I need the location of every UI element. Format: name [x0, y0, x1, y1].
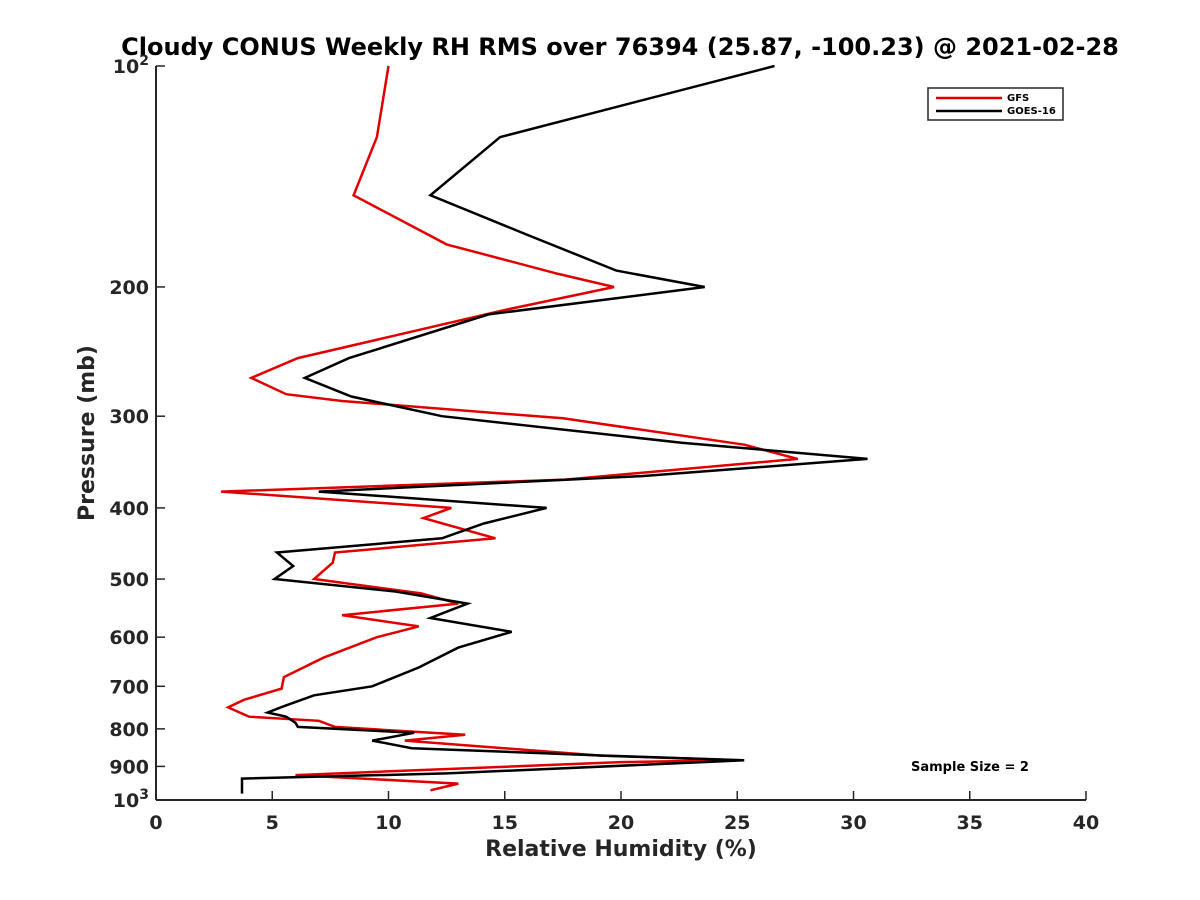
- y-tick-label: 300: [109, 406, 149, 428]
- y-tick-label-base: 900: [109, 756, 149, 778]
- x-tick-label: 0: [149, 812, 162, 834]
- x-axis-label: Relative Humidity (%): [485, 837, 757, 862]
- y-tick-label-base: 700: [109, 676, 149, 698]
- x-tick-label: 5: [266, 812, 279, 834]
- x-tick-label: 10: [375, 812, 401, 834]
- y-tick-label-base: 400: [109, 498, 149, 520]
- x-tick-label: 40: [1073, 812, 1099, 834]
- legend-label-goes16: GOES-16: [1007, 106, 1056, 117]
- legend-label-gfs: GFS: [1007, 93, 1029, 104]
- y-tick-label-base: 200: [109, 277, 149, 299]
- y-tick-label: 400: [109, 498, 149, 520]
- legend: GFS GOES-16: [927, 87, 1064, 121]
- series-line-goes16: [240, 64, 868, 794]
- x-tick-label: 25: [724, 812, 750, 834]
- x-ticks: 0 5 10 15 20 25 30 35 40: [149, 791, 1099, 834]
- legend-box: [927, 87, 1064, 121]
- y-tick-label: 500: [109, 569, 149, 591]
- y-tick-label: 200: [109, 277, 149, 299]
- y-tick-label-exponent: 2: [139, 53, 149, 69]
- y-tick-label: 103: [113, 787, 149, 812]
- y-tick-label: 102: [113, 53, 149, 78]
- y-tick-label-base: 600: [109, 627, 149, 649]
- series-line-gfs: [221, 65, 799, 792]
- y-tick-label: 800: [109, 719, 149, 741]
- y-tick-label-base: 10: [113, 56, 139, 78]
- x-tick-label: 30: [840, 812, 866, 834]
- chart-title: Cloudy CONUS Weekly RH RMS over 76394 (2…: [121, 33, 1119, 61]
- y-tick-label-base: 10: [113, 790, 139, 812]
- y-tick-label-exponent: 3: [139, 787, 149, 803]
- y-tick-label-base: 500: [109, 569, 149, 591]
- y-tick-label: 700: [109, 676, 149, 698]
- y-axis-label: Pressure (mb): [75, 345, 100, 521]
- x-tick-label: 15: [492, 812, 518, 834]
- series-lines: [221, 64, 868, 794]
- x-tick-label: 20: [608, 812, 634, 834]
- y-tick-label: 600: [109, 627, 149, 649]
- x-tick-label: 35: [957, 812, 983, 834]
- y-tick-label: 900: [109, 756, 149, 778]
- y-tick-label-base: 800: [109, 719, 149, 741]
- sample-size-annotation: Sample Size = 2: [911, 760, 1029, 775]
- y-tick-label-base: 300: [109, 406, 149, 428]
